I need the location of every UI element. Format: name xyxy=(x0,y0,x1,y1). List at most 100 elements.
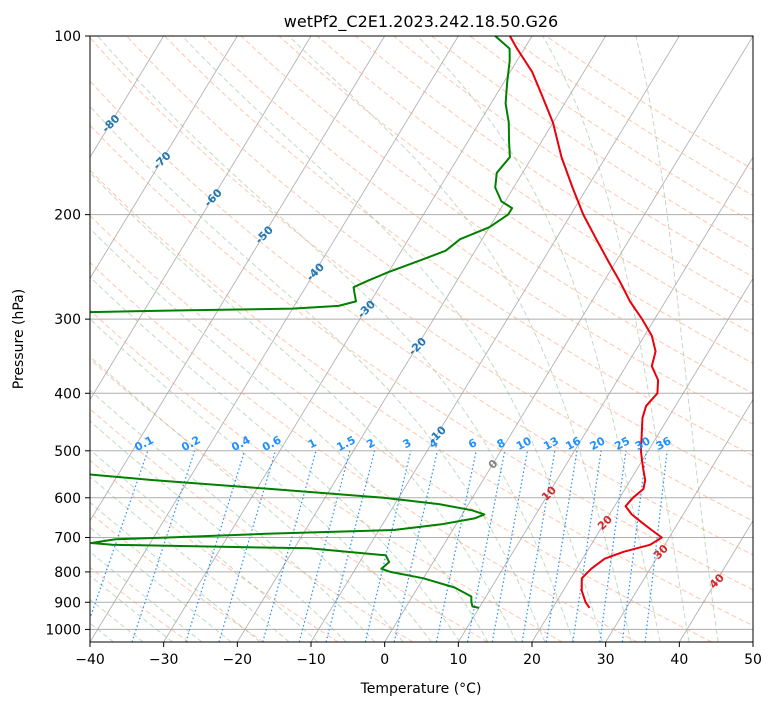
mixing-ratio-line xyxy=(298,450,351,642)
moist-adiabat-line xyxy=(90,501,261,642)
dewpoint-profile-line xyxy=(90,473,486,609)
isotherm-line xyxy=(90,36,238,280)
mixing-ratio-line xyxy=(90,450,149,621)
moist-adiabat-line xyxy=(90,575,173,642)
isotherm-label: 40 xyxy=(707,571,727,591)
isotherm-line xyxy=(531,277,753,642)
isotherm-line xyxy=(678,519,753,642)
dry-adiabat-line xyxy=(393,36,753,278)
moist-adiabat-line xyxy=(417,36,661,642)
mixing-ratio-label: 30 xyxy=(633,434,653,453)
mixing-ratio-line xyxy=(393,450,438,642)
isotherm-line xyxy=(605,398,753,642)
dry-adiabat-line xyxy=(355,36,753,306)
dry-adiabat-line xyxy=(90,309,563,642)
isotherm-line xyxy=(752,641,753,642)
isotherm-line xyxy=(384,36,753,642)
mixing-ratio-label: 16 xyxy=(563,434,583,453)
x-tick-label: 50 xyxy=(744,652,762,668)
isotherm-line xyxy=(90,36,312,401)
x-tick-label: 30 xyxy=(597,652,615,668)
moist-adiabat-line xyxy=(90,526,232,642)
dry-adiabat-line xyxy=(90,261,638,642)
x-tick-label: 10 xyxy=(449,652,467,668)
isotherm-line xyxy=(457,156,753,642)
dry-adiabat-line xyxy=(90,80,753,556)
mixing-ratio-line xyxy=(644,450,668,642)
label-layer: 0.1 0.2 0.4 0.6 1 1.5 2 3 4 6 8 10 13 16 20 25 30 36-100-… xyxy=(0,35,727,591)
y-tick-label: 100 xyxy=(54,29,81,45)
dry-adiabat-line xyxy=(90,512,264,642)
dry-adiabat-line xyxy=(90,37,753,522)
isotherm-label: 20 xyxy=(595,513,615,533)
y-tick-label: 1000 xyxy=(45,622,81,638)
mixing-ratio-line xyxy=(325,450,376,642)
y-tick-label: 800 xyxy=(54,565,81,581)
moist-adiabat-line xyxy=(90,227,489,642)
mixing-ratio-label: 3 xyxy=(401,436,414,451)
y-tick-label: 200 xyxy=(54,208,81,224)
isotherm-line xyxy=(90,36,165,159)
dry-adiabat-line xyxy=(202,36,753,425)
isotherm-label: 0 xyxy=(486,457,501,472)
mixing-ratio-line xyxy=(599,450,627,642)
moist-adiabat-line xyxy=(90,420,347,642)
mixing-ratio-label: 10 xyxy=(514,434,534,453)
y-tick-label: 700 xyxy=(54,531,81,547)
moist-adiabat-layer xyxy=(90,36,719,642)
isotherm-label: -80 xyxy=(99,112,122,135)
dry-adiabat-line xyxy=(90,169,753,627)
mixing-ratio-label: 6 xyxy=(466,436,479,451)
isotherm-label: -60 xyxy=(202,186,225,209)
moist-adiabat-line xyxy=(90,276,461,642)
moist-adiabat-line xyxy=(90,105,546,642)
isotherm-layer xyxy=(90,36,753,642)
moist-adiabat-line xyxy=(90,476,290,642)
isotherm-label: -90 xyxy=(48,75,71,98)
mixing-ratio-label: 13 xyxy=(541,434,561,453)
isotherm-line xyxy=(163,36,533,642)
isotherm-label: -50 xyxy=(253,223,276,246)
dewpoint-profile-line xyxy=(90,36,514,314)
moist-adiabat-line xyxy=(90,449,319,642)
x-tick-label: 0 xyxy=(380,652,389,668)
isotherm-label: -70 xyxy=(150,149,173,172)
x-tick-label: −20 xyxy=(223,652,253,668)
mixing-ratio-line xyxy=(572,450,602,642)
dry-adiabat-line xyxy=(90,124,753,591)
mixing-ratio-label: 2 xyxy=(364,436,377,451)
mixing-ratio-line xyxy=(545,450,578,642)
mixing-ratio-line xyxy=(218,450,276,642)
isotherm-label: -100 xyxy=(0,35,23,64)
x-tick-label: −10 xyxy=(296,652,326,668)
mixing-ratio-line xyxy=(364,450,412,642)
mixing-ratio-line xyxy=(262,450,317,642)
mixing-ratio-label: 36 xyxy=(654,434,674,453)
y-axis: 100 200 300 400 500 600 700 800 900 1000 xyxy=(45,29,90,638)
mixing-ratio-label: 1 xyxy=(306,436,319,451)
dry-adiabat-line xyxy=(90,215,712,642)
moist-adiabat-line xyxy=(635,36,719,642)
isotherm-line xyxy=(90,36,386,522)
dry-adiabat-line xyxy=(90,566,190,642)
x-tick-label: 40 xyxy=(670,652,688,668)
mixing-ratio-line xyxy=(621,450,647,642)
x-axis-label: Temperature (°C) xyxy=(360,681,482,697)
moist-adiabat-line xyxy=(97,36,575,642)
isotherm-label: -30 xyxy=(355,297,378,320)
y-tick-label: 600 xyxy=(54,491,81,507)
dry-adiabat-line xyxy=(278,36,753,364)
dry-adiabat-line xyxy=(469,36,753,223)
y-tick-label: 400 xyxy=(54,386,81,402)
mixing-ratio-line xyxy=(491,450,529,642)
isotherm-line xyxy=(90,36,459,642)
mixing-ratio-label: 25 xyxy=(612,434,632,453)
chart-title: wetPf2_C2E1.2023.242.18.50.G26 xyxy=(284,12,558,32)
dry-adiabat-line xyxy=(90,408,414,642)
x-tick-label: −30 xyxy=(149,652,179,668)
y-tick-label: 500 xyxy=(54,444,81,460)
temperature-profile-line xyxy=(509,36,663,609)
moist-adiabat-line xyxy=(90,171,517,642)
dry-adiabat-line xyxy=(431,36,753,250)
mixing-ratio-line xyxy=(435,450,477,642)
